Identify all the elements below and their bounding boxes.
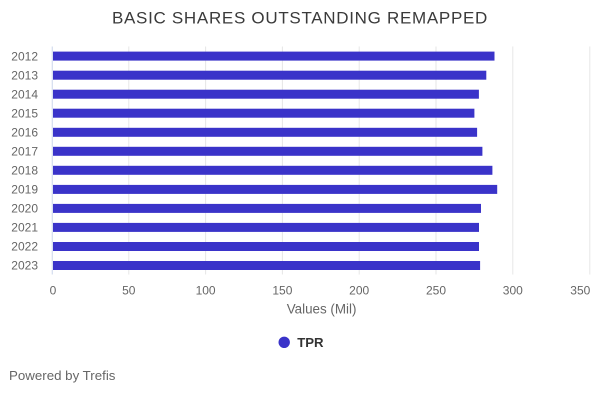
svg-text:2023: 2023 bbox=[11, 259, 38, 273]
svg-text:2013: 2013 bbox=[11, 68, 38, 82]
svg-text:BASIC SHARES OUTSTANDING REMAP: BASIC SHARES OUTSTANDING REMAPPED bbox=[112, 8, 488, 27]
svg-text:2021: 2021 bbox=[11, 221, 38, 235]
svg-text:TPR: TPR bbox=[297, 335, 324, 350]
svg-text:300: 300 bbox=[503, 284, 523, 298]
svg-text:2019: 2019 bbox=[11, 183, 38, 197]
svg-text:2017: 2017 bbox=[11, 145, 38, 159]
svg-text:Powered by Trefis: Powered by Trefis bbox=[9, 368, 116, 383]
svg-text:Values (Mil): Values (Mil) bbox=[287, 301, 357, 316]
svg-text:2018: 2018 bbox=[11, 164, 38, 178]
svg-text:200: 200 bbox=[349, 284, 369, 298]
svg-text:2022: 2022 bbox=[11, 240, 38, 254]
svg-text:250: 250 bbox=[426, 284, 446, 298]
svg-text:2014: 2014 bbox=[11, 87, 38, 101]
svg-text:2012: 2012 bbox=[11, 49, 38, 63]
svg-text:0: 0 bbox=[50, 284, 57, 298]
svg-text:150: 150 bbox=[272, 284, 292, 298]
svg-text:50: 50 bbox=[122, 284, 136, 298]
svg-text:2020: 2020 bbox=[11, 202, 38, 216]
svg-text:100: 100 bbox=[196, 284, 216, 298]
svg-text:2015: 2015 bbox=[11, 106, 38, 120]
svg-text:350: 350 bbox=[570, 284, 590, 298]
svg-text:2016: 2016 bbox=[11, 126, 38, 140]
